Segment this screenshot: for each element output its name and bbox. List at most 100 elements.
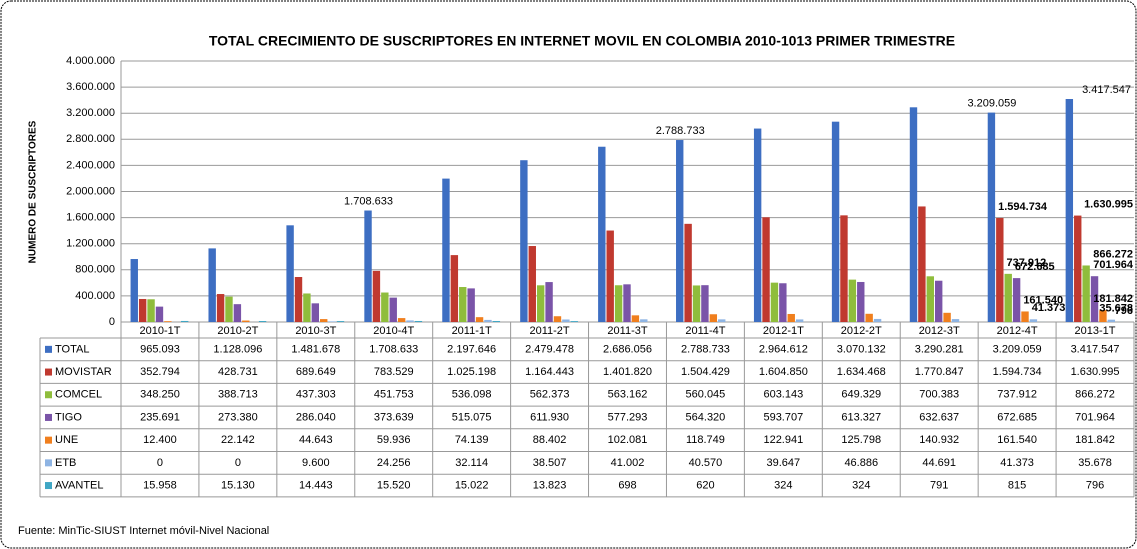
table-cell: 649.329 xyxy=(841,389,881,401)
data-label: 3.209.059 xyxy=(967,98,1016,110)
table-cell: 40.570 xyxy=(689,457,723,469)
x-tick-label: 2010-4T xyxy=(373,325,414,337)
table-cell: 324 xyxy=(774,479,792,491)
bar xyxy=(1021,311,1029,322)
bar xyxy=(381,292,389,322)
x-tick-label: 2012-2T xyxy=(841,325,882,337)
table-cell: 1.594.734 xyxy=(993,366,1042,378)
bar xyxy=(180,320,189,322)
y-tick-label: 1.600.000 xyxy=(66,212,115,224)
table-cell: 373.639 xyxy=(374,411,414,423)
bar xyxy=(614,285,623,322)
bar xyxy=(795,319,804,322)
table-cell: 118.749 xyxy=(686,434,725,446)
legend-swatch xyxy=(45,436,52,444)
table-cell: 700.383 xyxy=(919,389,959,401)
data-label: 737.912 xyxy=(1007,257,1047,269)
table-cell: 1.025.198 xyxy=(447,366,496,378)
table-cell: 102.081 xyxy=(608,434,648,446)
table-cell: 15.022 xyxy=(455,479,489,491)
bar xyxy=(1065,99,1074,322)
data-label: 1.708.633 xyxy=(344,195,393,207)
table-cell: 15.130 xyxy=(221,479,255,491)
bar xyxy=(701,285,709,322)
y-tick-label: 2.400.000 xyxy=(66,159,115,171)
x-tick-label: 2010-2T xyxy=(217,325,258,337)
x-tick-label: 2011-2T xyxy=(529,325,569,337)
table-cell: 2.788.733 xyxy=(681,343,730,355)
data-label: 41.373 xyxy=(1032,302,1066,314)
bar xyxy=(520,160,528,322)
bar xyxy=(848,279,857,322)
table-cell: 737.912 xyxy=(997,389,1037,401)
bar xyxy=(336,321,345,322)
legend-label: COMCEL xyxy=(55,389,102,401)
table-cell: 9.600 xyxy=(302,457,330,469)
data-label: 161.540 xyxy=(1023,294,1063,306)
table-cell: 1.630.995 xyxy=(1071,366,1120,378)
table-cell: 2.686.056 xyxy=(603,343,652,355)
bar xyxy=(918,206,926,322)
bar xyxy=(138,298,147,322)
table-cell: 620 xyxy=(696,479,714,491)
legend-swatch xyxy=(45,459,52,467)
bar xyxy=(233,304,242,322)
table-cell: 611.930 xyxy=(530,411,569,423)
legend-swatch xyxy=(45,368,52,376)
x-tick-label: 2010-3T xyxy=(295,325,336,337)
table-cell: 39.647 xyxy=(767,457,801,469)
data-label: 866.272 xyxy=(1093,248,1133,260)
table-cell: 515.075 xyxy=(452,411,492,423)
table-cell: 1.128.096 xyxy=(213,343,262,355)
table-cell: 125.798 xyxy=(841,434,881,446)
bar xyxy=(216,294,225,322)
bar xyxy=(450,255,459,322)
table-cell: 613.327 xyxy=(841,411,881,423)
table-cell: 3.209.059 xyxy=(993,343,1042,355)
y-tick-label: 800.000 xyxy=(75,264,115,276)
bar xyxy=(909,107,918,322)
source: Fuente: MinTic-SIUST Internet móvil-Nive… xyxy=(18,525,269,537)
table-cell: 122.941 xyxy=(763,434,803,446)
bar xyxy=(865,313,873,322)
bar xyxy=(364,210,372,322)
table-cell: 1.770.847 xyxy=(915,366,964,378)
table-cell: 12.400 xyxy=(143,434,177,446)
legend-label: AVANTEL xyxy=(55,479,104,491)
data-label: 35.678 xyxy=(1099,303,1133,315)
table-cell: 3.070.132 xyxy=(837,343,886,355)
chart-title: TOTAL CRECIMIENTO DE SUSCRIPTORES EN INT… xyxy=(209,33,955,49)
table-cell: 38.507 xyxy=(533,457,567,469)
bar xyxy=(258,321,267,322)
bar xyxy=(1012,278,1021,322)
table-cell: 2.964.612 xyxy=(759,343,808,355)
table-cell: 965.093 xyxy=(140,343,180,355)
bar xyxy=(1074,215,1082,322)
bar xyxy=(857,281,865,322)
bar xyxy=(225,296,233,322)
bar xyxy=(787,313,795,322)
table-cell: 44.643 xyxy=(299,434,333,446)
table-cell: 560.045 xyxy=(686,389,726,401)
table-cell: 46.886 xyxy=(844,457,878,469)
table-cell: 1.164.443 xyxy=(525,366,574,378)
legend-swatch xyxy=(45,413,52,421)
x-tick-label: 2013-1T xyxy=(1075,325,1116,337)
table-cell: 352.794 xyxy=(140,366,180,378)
bar xyxy=(1004,273,1012,322)
table-cell: 273.380 xyxy=(218,411,258,423)
legend-label: TIGO xyxy=(55,411,82,423)
table-cell: 388.713 xyxy=(218,389,258,401)
bar xyxy=(1090,276,1099,322)
table-cell: 791 xyxy=(930,479,948,491)
legend-swatch xyxy=(45,482,52,490)
table-cell: 563.162 xyxy=(608,389,648,401)
legend-label: UNE xyxy=(55,434,78,446)
bar xyxy=(623,284,631,322)
bar xyxy=(779,283,787,322)
table-cell: 3.290.281 xyxy=(915,343,964,355)
table-cell: 15.958 xyxy=(143,479,177,491)
y-tick-label: 4.000.000 xyxy=(66,55,115,67)
bar xyxy=(1107,319,1116,322)
table-cell: 41.373 xyxy=(1000,457,1034,469)
